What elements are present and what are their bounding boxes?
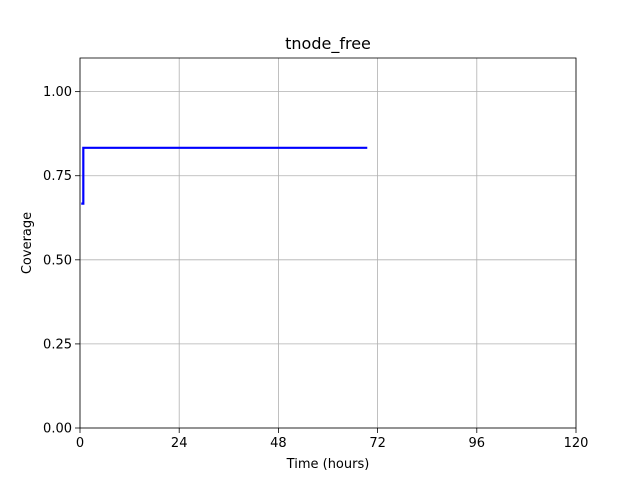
plot-area-background xyxy=(80,58,576,428)
chart-title: tnode_free xyxy=(285,34,371,54)
series-layer xyxy=(81,146,368,205)
x-tick-label: 72 xyxy=(369,436,386,451)
x-tick-label: 96 xyxy=(469,436,486,451)
y-tick-label: 0.25 xyxy=(43,337,72,352)
y-tick-label: 0.00 xyxy=(43,422,72,437)
y-tick-label: 1.00 xyxy=(43,85,72,100)
y-tick-label: 0.50 xyxy=(43,253,72,268)
y-axis-label: Coverage xyxy=(20,212,35,274)
x-tick-label: 24 xyxy=(171,436,188,451)
plot-frame xyxy=(79,57,577,429)
x-tick-label: 48 xyxy=(270,436,287,451)
y-axis-ticks: 0.00 0.25 0.50 0.75 1.00 xyxy=(43,85,80,437)
y-tick-label: 0.75 xyxy=(43,169,72,184)
coverage-series-line xyxy=(81,146,368,205)
x-axis-ticks: 0 24 48 72 96 120 xyxy=(76,428,589,451)
x-tick-label: 0 xyxy=(76,436,84,451)
x-tick-label: 120 xyxy=(564,436,589,451)
x-axis-label: Time (hours) xyxy=(286,457,370,472)
grid-lines xyxy=(79,58,577,429)
